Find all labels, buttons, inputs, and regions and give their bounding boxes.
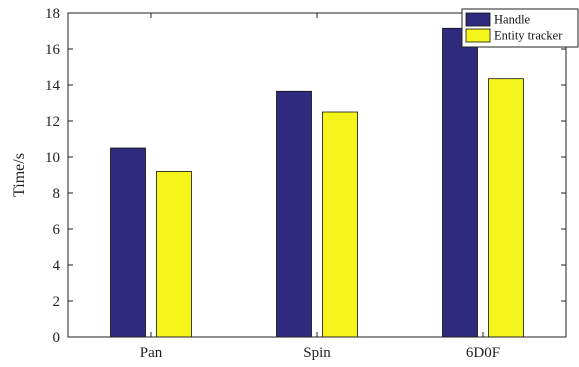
bar-handle — [442, 27, 478, 338]
legend-label: Entity tracker — [494, 29, 563, 43]
y-tick-label: 12 — [45, 114, 60, 130]
x-axis-ticks: Pan Spin 6D0F — [140, 13, 500, 361]
y-tick-label: 18 — [45, 6, 60, 22]
bar-entity-tracker — [156, 170, 192, 338]
legend-swatch — [465, 28, 491, 43]
bars-group — [110, 27, 524, 338]
x-tick-label: Pan — [140, 345, 163, 361]
legend: Handle Entity tracker — [461, 8, 579, 48]
x-tick-label: Spin — [303, 345, 331, 361]
y-tick-label: 6 — [53, 222, 61, 238]
legend-label: Handle — [494, 13, 531, 27]
legend-swatch — [465, 12, 491, 27]
bar-entity-tracker — [488, 78, 524, 338]
y-axis-ticks: 0 2 4 6 8 10 12 14 16 18 — [45, 6, 566, 346]
y-tick-label: 2 — [53, 294, 61, 310]
bar-handle — [110, 147, 146, 338]
bar-handle — [276, 90, 312, 338]
y-tick-label: 0 — [53, 330, 61, 346]
y-tick-label: 16 — [45, 42, 61, 58]
y-tick-label: 10 — [45, 150, 60, 166]
y-tick-label: 4 — [53, 258, 61, 274]
y-axis-label: Time/s — [11, 153, 28, 197]
y-tick-label: 14 — [45, 78, 61, 94]
y-tick-label: 8 — [53, 186, 61, 202]
bar-entity-tracker — [322, 111, 358, 338]
x-tick-label: 6D0F — [466, 345, 500, 361]
